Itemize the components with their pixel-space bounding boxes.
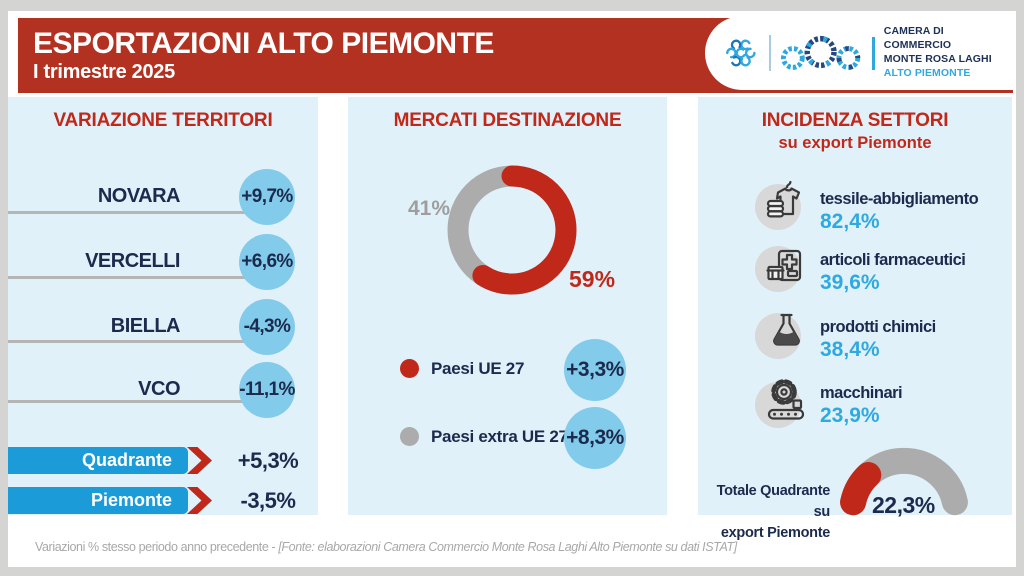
gauge-label-line1: Totale Quadrante su — [716, 483, 831, 521]
territory-value-bubble: -11,1% — [239, 362, 295, 418]
chamber-logo-text: CAMERA DI COMMERCIO MONTE ROSA LAGHI ALT… — [884, 25, 1013, 80]
territory-row-line — [0, 340, 248, 343]
page-title: ESPORTAZIONI ALTO PIEMONTE — [33, 27, 494, 60]
sector-name-farmaceutici: articoli farmaceutici — [820, 251, 966, 269]
ribbon-piemonte: Piemonte — [0, 487, 188, 514]
donut-label-extra-ue: 41% — [407, 197, 450, 220]
ribbon-quadrante: Quadrante — [0, 447, 188, 474]
territory-value-bubble: +6,6% — [239, 234, 295, 290]
chemical-flask-icon — [773, 313, 800, 346]
sector-name-macchinari: macchinari — [820, 384, 903, 402]
territory-label-vercelli: VERCELLI — [85, 250, 180, 272]
footer-source-text: [Fonte: elaborazioni Camera Commercio Mo… — [278, 540, 737, 554]
legend-label-ue: Paesi UE 27 — [431, 359, 525, 378]
logo-text-line2: MONTE ROSA LAGHI — [883, 53, 992, 65]
territory-value-bubble: +9,7% — [239, 169, 295, 225]
legend-value-bubble-extra-ue: +8,3% — [564, 407, 626, 469]
legend-dot-extra-ue-icon — [400, 427, 419, 446]
legend-dot-ue-icon — [400, 359, 419, 378]
legend-label-extra-ue: Paesi extra UE 27 — [431, 427, 568, 446]
sector-value-tessile: 82,4% — [820, 210, 880, 233]
sector-name-chimici: prodotti chimici — [820, 318, 936, 336]
piemonte-value: -3,5% — [240, 487, 296, 513]
territory-label-novara: NOVARA — [97, 185, 181, 207]
territory-row-line — [0, 276, 248, 279]
chamber-knot-logo-icon — [726, 39, 756, 67]
quadrante-value: +5,3% — [237, 447, 299, 473]
donut-label-ue: 59% — [569, 266, 616, 292]
mercati-panel-title: MERCATI DESTINAZIONE — [393, 110, 622, 131]
logo-divider — [768, 35, 771, 71]
logo-divider-blue — [871, 36, 875, 70]
territori-panel-title: VARIAZIONE TERRITORI — [53, 110, 273, 131]
territory-value-bubble: -4,3% — [239, 299, 295, 355]
footer-note: Variazioni % stesso periodo anno precede… — [35, 540, 737, 554]
chamber-logo-area: CAMERA DI COMMERCIO MONTE ROSA LAGHI ALT… — [705, 16, 1013, 90]
sector-value-chimici: 38,4% — [820, 338, 880, 361]
monte-rosa-laghi-rings-logo-icon — [780, 35, 860, 70]
sector-value-farmaceutici: 39,6% — [820, 271, 880, 294]
territory-row-line — [0, 211, 248, 214]
territory-row-line — [0, 400, 248, 403]
sector-name-tessile: tessile-abbigliamento — [820, 190, 979, 208]
legend-value-bubble-ue: +3,3% — [564, 339, 626, 401]
gauge-label-line2: export Piemonte — [720, 525, 830, 542]
territory-label-vco: VCO — [138, 378, 180, 400]
gauge-label: Totale Quadrante su export Piemonte — [698, 481, 831, 544]
sector-value-macchinari: 23,9% — [820, 404, 880, 427]
logo-text-line3: ALTO PIEMONTE — [883, 66, 971, 79]
panel-incidenza-settori — [698, 97, 1012, 515]
territory-label-biella: BIELLA — [110, 315, 181, 337]
destination-markets-donut-chart — [447, 165, 577, 295]
tshirt-icon — [766, 180, 801, 218]
gear-machinery-icon — [767, 379, 805, 420]
pharma-bottle-icon — [766, 249, 802, 282]
page-subtitle: I trimestre 2025 — [33, 61, 175, 83]
logo-text-line1: CAMERA DI COMMERCIO — [883, 25, 952, 52]
settori-panel-title: INCIDENZA SETTORI — [761, 110, 949, 131]
quadrante-share-gauge-chart — [840, 447, 968, 516]
footer-note-text: Variazioni % stesso periodo anno precede… — [35, 540, 279, 554]
gauge-value: 22,3% — [872, 492, 935, 518]
settori-panel-subtitle: su export Piemonte — [778, 134, 932, 152]
